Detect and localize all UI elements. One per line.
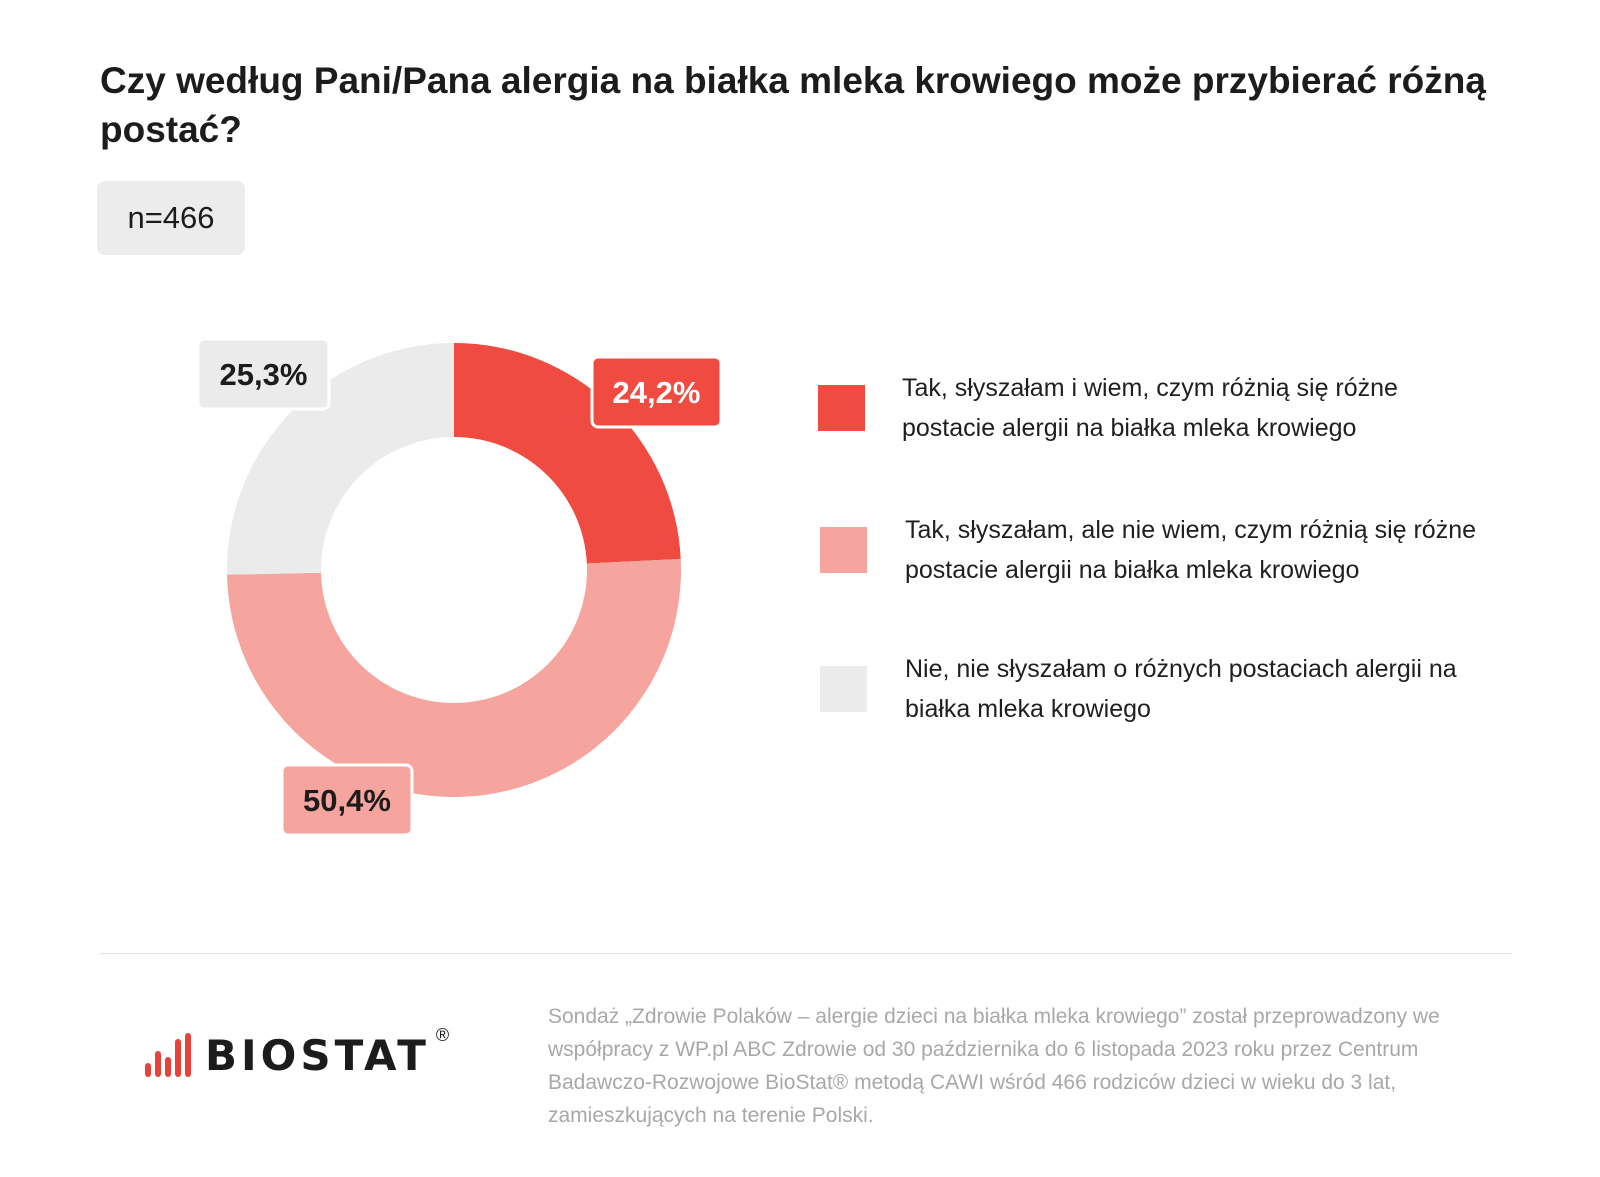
legend-swatch-tak-wiem (818, 385, 865, 431)
survey-footnote: Sondaż „Zdrowie Polaków – alergie dzieci… (548, 1005, 1440, 1127)
data-label-box (280, 763, 414, 837)
donut-slice-tak-wiem (454, 343, 681, 564)
logo-wordmark: BIOSTAT (205, 1030, 430, 1080)
data-label-nie-slyszalam: 25,3% (196, 337, 331, 411)
data-label-text: 24,2% (613, 375, 701, 410)
donut-slice-tak-nie-wiem (227, 558, 681, 797)
chart-title: Czy według Pani/Pana alergia na białka m… (100, 60, 1486, 150)
biostat-logo: BIOSTAT ® (145, 1025, 449, 1080)
legend-label-tak-wiem: Tak, słyszałam i wiem, czym różnią się r… (902, 374, 1398, 442)
logo-bars-icon (145, 1033, 191, 1077)
sample-size-badge: n=466 (97, 181, 245, 255)
data-label-text: 25,3% (220, 357, 308, 392)
donut-slice-nie-slyszalam (227, 343, 454, 575)
data-label-box (196, 337, 331, 411)
footer-divider (100, 953, 1512, 954)
legend-swatch-nie-slyszalam (820, 666, 867, 712)
data-label-box (590, 355, 723, 429)
legend-label-nie-slyszalam: Nie, nie słyszałam o różnych postaciach … (905, 655, 1457, 723)
logo-registered-mark: ® (435, 1024, 450, 1045)
data-label-text: 50,4% (303, 783, 391, 818)
data-label-tak-wiem: 24,2% (590, 355, 723, 429)
legend-label-tak-nie-wiem: Tak, słyszałam, ale nie wiem, czym różni… (905, 516, 1477, 584)
legend-swatch-tak-nie-wiem (820, 527, 867, 573)
data-label-tak-nie-wiem: 50,4% (280, 763, 414, 837)
